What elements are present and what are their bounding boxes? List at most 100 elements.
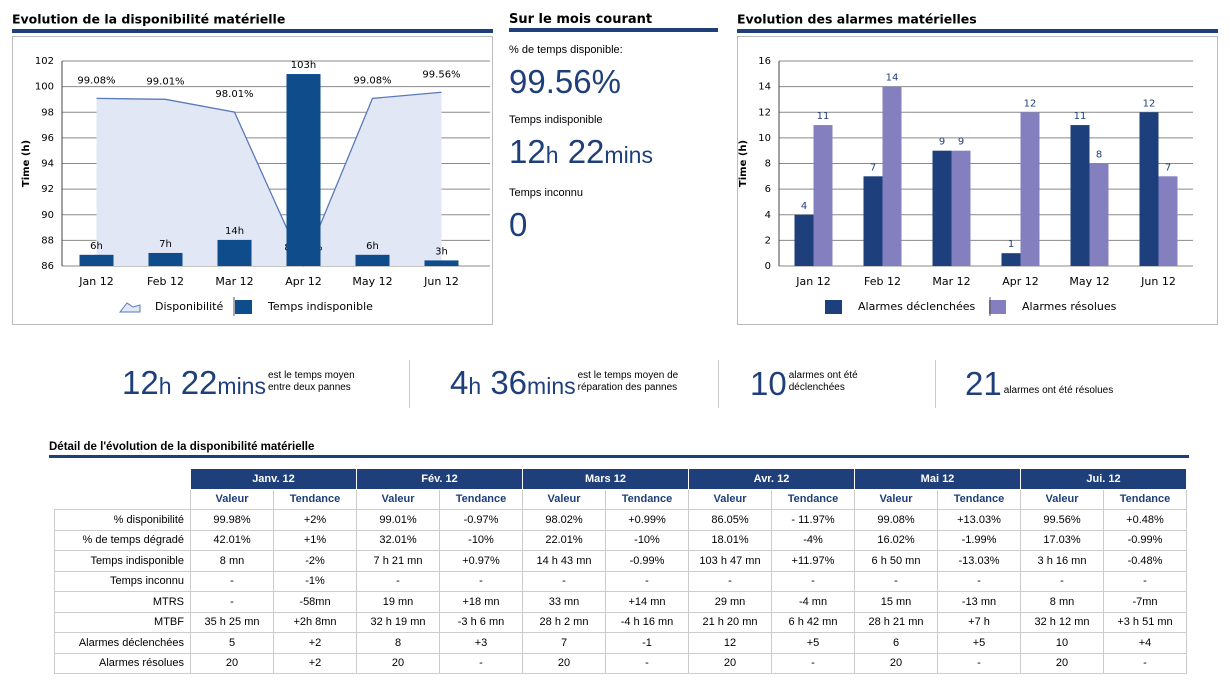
title-bar xyxy=(737,29,1218,33)
value-label: 99.01% xyxy=(146,76,184,87)
sub-header-cell: Tendance xyxy=(439,488,523,510)
summary-value: 21 xyxy=(965,364,1002,404)
bar xyxy=(932,150,952,266)
cell: - xyxy=(190,591,274,613)
row-label: % de temps dégradé xyxy=(54,529,191,551)
value-label: 6h xyxy=(366,241,379,252)
cell: +1% xyxy=(273,529,357,551)
legend-icon xyxy=(235,300,252,314)
cell: - 11.97% xyxy=(771,509,855,531)
cell: - xyxy=(1103,570,1187,592)
month-cell: Mars 12 xyxy=(522,468,689,490)
cell: 6 xyxy=(854,632,938,654)
bar xyxy=(794,214,814,266)
detail-table: Janv. 12 Fév. 12 Mars 12 Avr. 12 Mai 12 Jui. … xyxy=(54,468,1187,674)
cell: 99.56% xyxy=(1020,509,1104,531)
summary-text-line: est le temps moyen de xyxy=(577,370,679,381)
legend-label: Temps indisponible xyxy=(267,300,373,313)
sub-header-cell: Tendance xyxy=(1103,488,1187,510)
cell: +13.03% xyxy=(937,509,1021,531)
current-month: Sur le mois courant % de temps disponibl… xyxy=(509,12,718,245)
kpi-number: 22 xyxy=(180,363,218,401)
y-tick-label: 102 xyxy=(35,56,54,67)
cell: - xyxy=(605,570,689,592)
kpi-number: 10 xyxy=(750,365,787,402)
area xyxy=(96,92,442,266)
y-tick-label: 8 xyxy=(765,159,771,170)
cell: +2h 8mn xyxy=(273,611,357,633)
y-tick-label: 96 xyxy=(41,133,54,144)
kpi-number: 0 xyxy=(509,206,528,243)
cell: 42.01% xyxy=(190,529,274,551)
cell: 32 h 12 mn xyxy=(1020,611,1104,633)
cell: -58mn xyxy=(273,591,357,613)
cell: 20 xyxy=(1020,652,1104,674)
sub-header-cell: Tendance xyxy=(771,488,855,510)
cell: 7 xyxy=(522,632,606,654)
row-label: Alarmes résolues xyxy=(54,652,191,674)
x-tick-label: May 12 xyxy=(352,275,392,288)
cell: 20 xyxy=(522,652,606,674)
summary-value: 4h 36mins xyxy=(450,363,576,406)
cell: - xyxy=(771,652,855,674)
table-row: Temps indisponible 8 mn -2% 7 h 21 mn +0.97%… xyxy=(54,550,1187,572)
bar xyxy=(148,252,183,266)
legend-label: Alarmes résolues xyxy=(1022,300,1117,313)
cell: 19 mn xyxy=(356,591,440,613)
cell: +0.48% xyxy=(1103,509,1187,531)
summary-item: 4h 36mins est le temps moyen de réparation… xyxy=(450,360,678,408)
cell: - xyxy=(439,652,523,674)
line xyxy=(96,91,442,267)
bar xyxy=(1139,112,1159,266)
sub-header-cell: Valeur xyxy=(1020,488,1104,510)
sub-header-cell: Valeur xyxy=(356,488,440,510)
kpi-number: 22 xyxy=(567,133,605,170)
cell: - xyxy=(605,652,689,674)
kpi-number: 12 xyxy=(509,133,546,170)
legend-icon xyxy=(118,302,141,313)
summary-text: est le temps moyen entre deux pannes xyxy=(268,370,355,394)
value-label: 103h xyxy=(291,60,316,71)
chart-title: Evolution des alarmes matérielles xyxy=(737,12,977,27)
row-label: MTBF xyxy=(54,611,191,633)
y-axis-label: Time (h) xyxy=(21,140,32,187)
title-bar xyxy=(12,29,493,33)
cell: 99.98% xyxy=(190,509,274,531)
x-tick-label: Jun 12 xyxy=(423,275,459,288)
summary-text-line: entre deux pannes xyxy=(267,382,351,393)
cell: - xyxy=(937,570,1021,592)
row-label: Temps inconnu xyxy=(54,570,191,592)
cell: +2 xyxy=(273,632,357,654)
cell: 8 mn xyxy=(190,550,274,572)
bar xyxy=(1089,163,1109,266)
table-row: Alarmes déclenchées 5 +2 8 +3 7 -1 12 +5 6 +5 10 +4 xyxy=(54,632,1187,654)
table-row: % de temps dégradé 42.01% +1% 32.01% -10% 22.… xyxy=(54,529,1187,551)
legend-label: Disponibilité xyxy=(155,300,223,313)
x-tick-label: Mar 12 xyxy=(215,275,253,288)
value-label: 7 xyxy=(1165,162,1171,173)
month-cell: Fév. 12 xyxy=(356,468,523,490)
cell: 28 h 21 mn xyxy=(854,611,938,633)
separator xyxy=(409,360,410,408)
bar xyxy=(286,74,321,266)
value-label: 7 xyxy=(870,162,876,173)
table-row: Temps inconnu - -1% - - - - - - - - - - xyxy=(54,570,1187,592)
bar xyxy=(813,125,833,266)
cell: 99.08% xyxy=(854,509,938,531)
kpi-unit: h xyxy=(545,142,559,168)
cell: - xyxy=(439,570,523,592)
cell: 7 h 21 mn xyxy=(356,550,440,572)
summary-text-line: réparation des pannes xyxy=(577,382,678,393)
row-label: Temps indisponible xyxy=(54,550,191,572)
table-row: MTBF 35 h 25 mn +2h 8mn 32 h 19 mn -3 h 6 mn… xyxy=(54,611,1187,633)
value-label: 4 xyxy=(801,201,807,212)
y-tick-label: 92 xyxy=(41,184,54,195)
separator xyxy=(718,360,719,408)
cell: - xyxy=(854,570,938,592)
cell: +3 h 51 mn xyxy=(1103,611,1187,633)
cell: +14 mn xyxy=(605,591,689,613)
cell: -0.99% xyxy=(605,550,689,572)
summary-value: 10 xyxy=(750,364,787,404)
y-tick-label: 12 xyxy=(758,107,771,118)
